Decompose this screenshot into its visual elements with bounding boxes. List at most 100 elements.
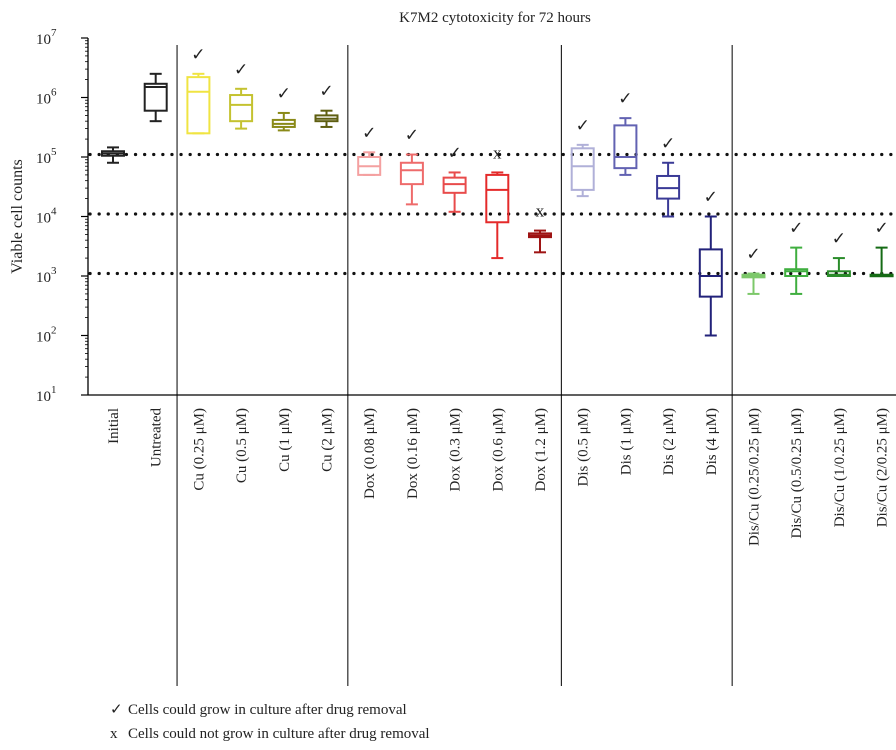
category-label: Initial [106,408,122,444]
iqr-box [186,76,211,135]
y-tick-exponent: 1 [51,384,57,396]
y-tick-exponent: 7 [51,27,57,39]
boxes: ✓ ✓ ✓ ✓ ✓ ✓ ✓ x x ✓ ✓ ✓ ✓ ✓ ✓ ✓ ✓ [101,45,894,337]
box-10: x [528,202,552,254]
iqr-box [143,82,168,112]
cross-icon: x [110,726,118,742]
y-tick-base: 10 [36,330,51,346]
checkmark-icon: ✓ [110,702,123,718]
box-5: ✓ [314,82,339,128]
category-label: Dox (0.6 μM) [490,408,506,491]
checkmark-marker: ✓ [832,229,846,248]
box-15: ✓ [741,245,766,295]
chart-title: K7M2 cytotoxicity for 72 hours [399,10,591,26]
iqr-box [229,94,254,123]
y-tick-base: 10 [36,32,51,48]
box-14: ✓ [698,188,723,337]
category-label: Dox (0.08 μM) [362,408,378,499]
reference-lines [88,152,896,276]
category-label: Cu (0.25 μM) [191,408,207,491]
category-label: Untreated [149,408,165,468]
iqr-box [399,161,424,186]
checkmark-marker: ✓ [191,45,205,64]
box-3: ✓ [229,60,254,130]
y-tick-base: 10 [36,92,51,108]
category-labels: Initial Untreated Cu (0.25 μM) Cu (0.5 μM) C… [106,408,891,547]
box-6: ✓ [357,123,382,176]
y-tick-base: 10 [36,389,51,405]
y-axis-label: Viable cell counts [9,159,26,274]
checkmark-marker: ✓ [362,123,376,142]
box-4: ✓ [271,84,296,132]
box-17: ✓ [826,229,851,278]
box-7: ✓ [399,126,424,206]
checkmark-marker: ✓ [277,84,291,103]
y-tick-label: 101 [36,384,57,405]
iqr-box [784,268,809,277]
y-tick-label: 105 [36,146,57,167]
checkmark-marker: ✓ [874,219,888,238]
box-2: ✓ [186,45,211,135]
box-11: ✓ [570,116,595,198]
checkmark-marker: ✓ [789,219,803,238]
y-tick-exponent: 3 [51,265,57,277]
checkmark-marker: ✓ [405,126,419,145]
category-label: Dox (1.2 μM) [533,408,549,491]
cross-marker: x [493,143,502,162]
category-label: Dis/Cu (0.25/0.25 μM) [747,408,763,546]
legend-text: Cells could grow in culture after drug r… [128,702,407,718]
checkmark-marker: ✓ [447,143,461,162]
box-9: x [485,143,510,260]
category-label: Dis (1 μM) [618,408,634,475]
iqr-box [613,124,638,170]
category-label: Dox (0.3 μM) [448,408,464,491]
y-tick-exponent: 6 [51,87,57,99]
category-label: Dis (4 μM) [704,408,720,475]
iqr-box [826,270,851,278]
checkmark-marker: ✓ [704,188,718,207]
checkmark-marker: ✓ [576,116,590,135]
box-0 [101,146,125,164]
category-label: Dis/Cu (1/0.25 μM) [832,408,848,527]
cross-marker: x [536,202,545,221]
y-tick-base: 10 [36,151,51,167]
category-label: Cu (1 μM) [277,408,293,472]
legend-item-no-grow: x Cells could not grow in culture after d… [110,722,430,746]
box-16: ✓ [784,219,809,295]
category-label: Cu (0.5 μM) [234,408,250,483]
y-tick-exponent: 4 [51,206,57,218]
box-8: ✓ [442,143,467,213]
iqr-box [570,147,595,191]
checkmark-marker: ✓ [661,134,675,153]
checkmark-marker: ✓ [746,245,760,264]
y-tick-base: 10 [36,270,51,286]
legend-item-grow: ✓ Cells could grow in culture after drug … [110,698,430,722]
category-label: Dis (0.5 μM) [576,408,592,486]
box-12: ✓ [613,89,638,176]
checkmark-marker: ✓ [618,89,632,108]
iqr-box [485,173,510,224]
y-tick-label: 102 [36,325,57,346]
iqr-box [698,248,723,298]
y-tick-exponent: 2 [51,325,57,337]
y-tick-label: 104 [36,206,57,227]
y-tick-base: 10 [36,211,51,227]
y-tick-exponent: 5 [51,146,57,158]
checkmark-marker: ✓ [234,60,248,79]
legend-text: Cells could not grow in culture after dr… [128,726,430,742]
box-13: ✓ [656,134,681,218]
checkmark-marker: ✓ [319,82,333,101]
category-label: Dis/Cu (2/0.25 μM) [875,408,891,527]
category-label: Dis/Cu (0.5/0.25 μM) [789,408,805,539]
category-label: Dox (0.16 μM) [405,408,421,499]
box-1 [143,72,168,123]
box-18: ✓ [869,219,894,278]
category-label: Cu (2 μM) [320,408,336,472]
iqr-box [442,176,467,194]
legend: ✓ Cells could grow in culture after drug … [110,698,430,746]
category-label: Dis (2 μM) [661,408,677,475]
y-tick-label: 106 [36,87,57,108]
y-tick-label: 107 [36,27,57,48]
